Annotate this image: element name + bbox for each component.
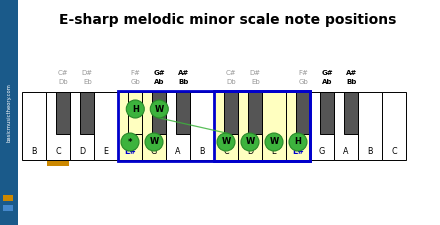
Text: Db: Db [59,79,68,85]
Bar [0,0,18,225]
Text: E#: E# [124,147,136,156]
Text: D: D [247,147,253,156]
Bar [296,92,310,134]
Text: W: W [154,104,164,113]
Text: C: C [55,147,61,156]
Bar [46,92,70,160]
Bar [142,92,166,160]
Circle shape [126,100,144,118]
Bar [344,92,358,134]
Text: E: E [271,147,276,156]
Text: F#: F# [130,70,140,76]
Circle shape [217,133,235,151]
Text: C#: C# [58,70,69,76]
Text: Ab: Ab [322,79,333,85]
Bar [262,92,286,160]
Text: G: G [151,147,157,156]
Bar [166,92,190,160]
Bar [47,161,69,166]
Bar [358,92,382,160]
Bar [118,92,142,160]
Text: B: B [31,147,37,156]
Text: Eb: Eb [83,79,92,85]
Bar [118,91,310,161]
Bar [70,92,94,160]
Bar [248,92,262,134]
Bar [238,92,262,160]
Bar [80,92,94,134]
Text: Gb: Gb [298,79,308,85]
Text: W: W [246,137,255,146]
Bar [94,92,118,160]
Circle shape [265,133,283,151]
Text: A: A [175,147,181,156]
Text: Bb: Bb [346,79,356,85]
Text: G#: G# [322,70,333,76]
Text: Eb: Eb [251,79,260,85]
Bar [56,92,70,134]
Text: C: C [391,147,397,156]
Text: H: H [294,137,301,146]
Bar [334,92,358,160]
Text: Bb: Bb [178,79,188,85]
Text: Db: Db [227,79,236,85]
Text: W: W [269,137,279,146]
Bar [3,205,13,211]
Text: Ab: Ab [154,79,165,85]
Bar [310,92,334,160]
Text: E-sharp melodic minor scale note positions: E-sharp melodic minor scale note positio… [59,13,397,27]
Bar [320,92,334,134]
Text: F#: F# [298,70,308,76]
Text: A#: A# [346,70,357,76]
Circle shape [121,133,139,151]
Text: Gb: Gb [130,79,140,85]
Text: E#: E# [292,147,304,156]
Bar [382,92,406,160]
Text: W: W [221,137,231,146]
Text: D: D [79,147,85,156]
Circle shape [241,133,259,151]
Bar [190,92,214,160]
Bar [214,91,310,161]
Text: B: B [367,147,373,156]
Bar [224,92,238,134]
Circle shape [150,100,168,118]
Text: C#: C# [226,70,237,76]
Bar [286,92,310,160]
Text: basicmusictheory.com: basicmusictheory.com [7,83,11,142]
Text: A#: A# [178,70,189,76]
Text: B: B [199,147,205,156]
Bar [22,92,46,160]
Text: D#: D# [82,70,93,76]
Text: A: A [343,147,349,156]
Bar [176,92,190,134]
Text: *: * [128,137,132,146]
Text: E: E [103,147,109,156]
Text: G: G [319,147,325,156]
Circle shape [145,133,163,151]
Bar [214,92,238,160]
Text: W: W [149,137,159,146]
Text: G#: G# [154,70,165,76]
Bar [3,195,13,201]
Text: C: C [223,147,229,156]
Bar [152,92,166,134]
Text: H: H [132,104,139,113]
Text: D#: D# [250,70,261,76]
Circle shape [289,133,307,151]
Bar [128,92,142,134]
